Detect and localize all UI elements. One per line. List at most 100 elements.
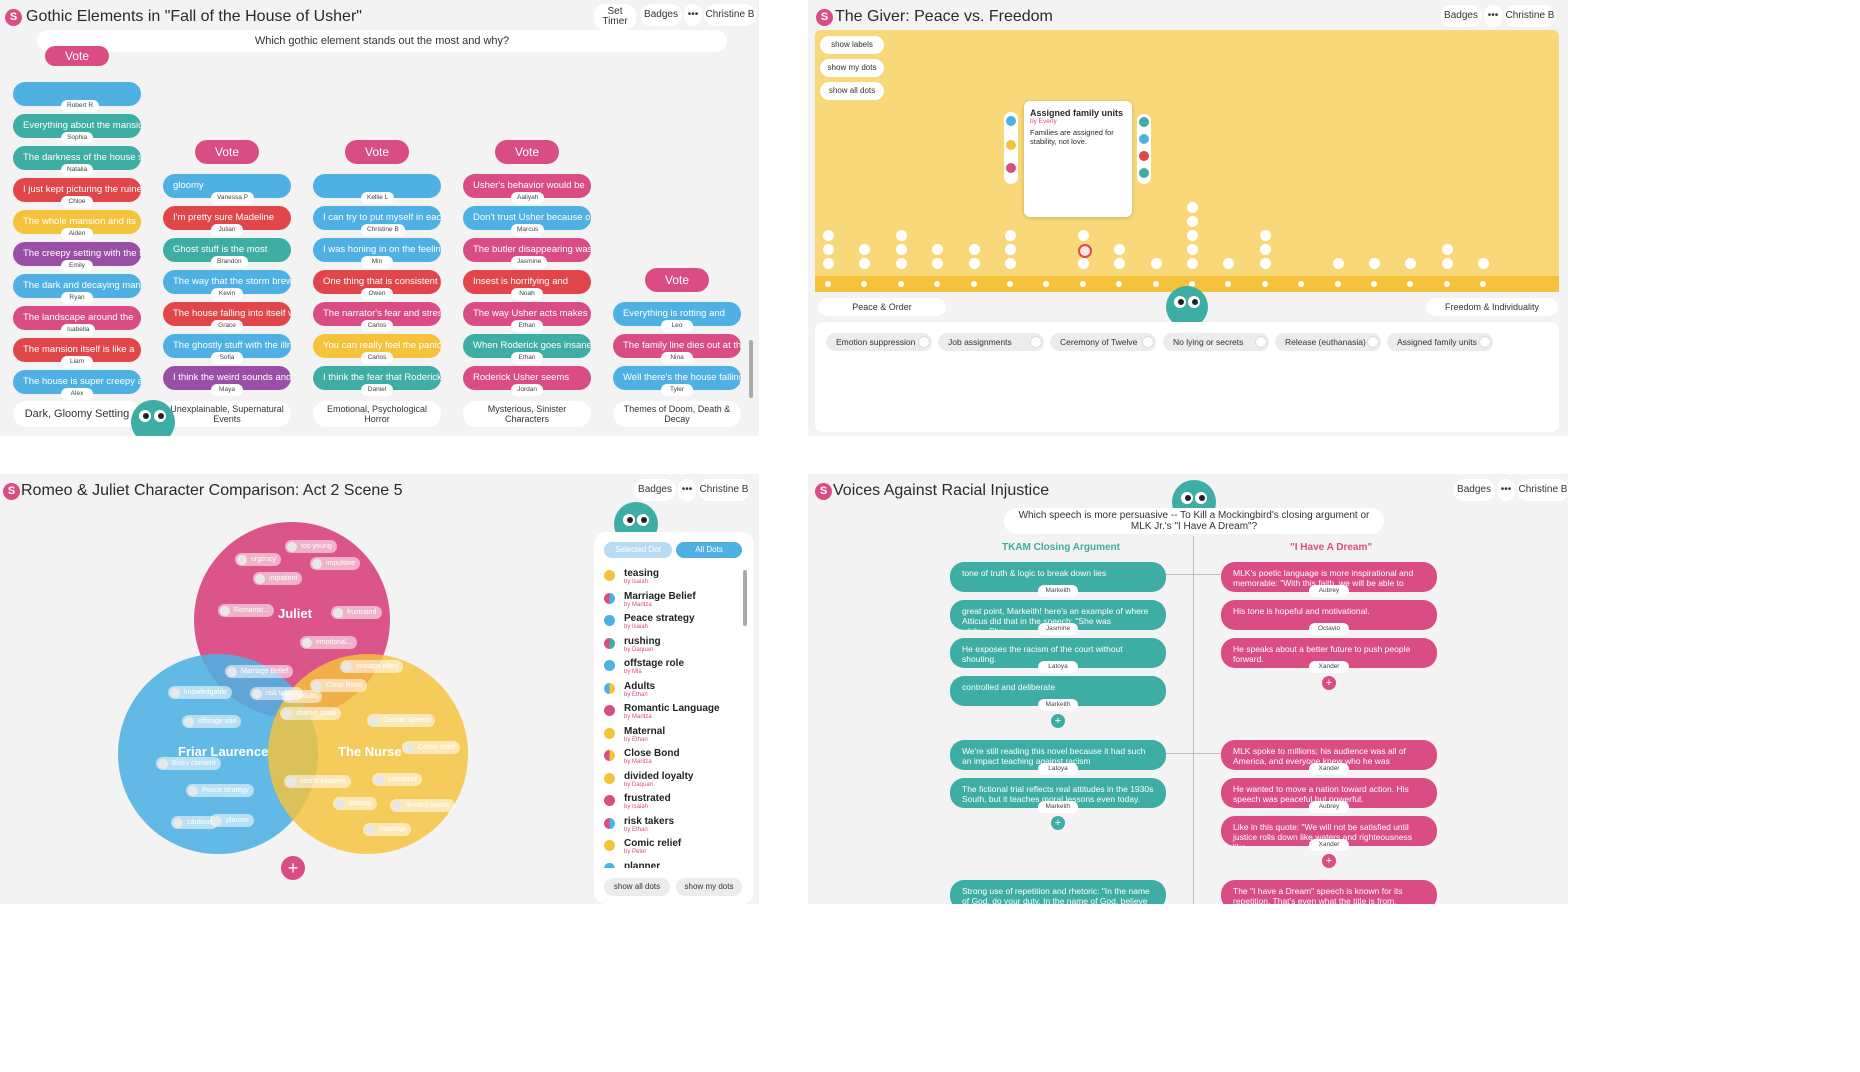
- response-dot[interactable]: [1187, 244, 1198, 255]
- dot-list-item[interactable]: Close Bond by Maritza: [604, 748, 680, 765]
- response-dot[interactable]: [1441, 258, 1453, 269]
- badges-button[interactable]: Badges: [1440, 5, 1482, 27]
- user-menu-button[interactable]: Christine B: [698, 479, 750, 501]
- response-dot[interactable]: [1005, 230, 1016, 241]
- venn-chip[interactable]: divided loyalty: [390, 799, 455, 812]
- tag-toggle-icon[interactable]: [1142, 336, 1154, 348]
- response-dot[interactable]: [823, 258, 834, 269]
- tag-toggle-icon[interactable]: [1255, 336, 1267, 348]
- response-dot[interactable]: [1441, 244, 1453, 255]
- venn-chip[interactable]: caretaker: [372, 773, 423, 786]
- venn-chip[interactable]: Close Bond: [310, 679, 368, 692]
- venn-chip[interactable]: Peace strategy: [186, 784, 254, 797]
- more-menu-icon[interactable]: •••: [1497, 479, 1515, 501]
- response-dot[interactable]: [859, 244, 871, 255]
- dot-list-item[interactable]: Comic relief by Peter: [604, 838, 681, 855]
- tag-toggle-icon[interactable]: [1479, 336, 1491, 348]
- show-my-dots-button[interactable]: show my dots: [676, 878, 742, 896]
- user-menu-button[interactable]: Christine B: [1504, 5, 1556, 27]
- dot-list-item[interactable]: Romantic Language by Maritza: [604, 703, 720, 720]
- axis-dot[interactable]: [861, 281, 868, 287]
- category-tag[interactable]: Release (euthanasia): [1275, 333, 1381, 351]
- venn-chip[interactable]: emotional...: [300, 636, 358, 649]
- response-dot[interactable]: [968, 258, 980, 269]
- vote-button[interactable]: Vote: [645, 268, 709, 292]
- response-dot[interactable]: [1114, 258, 1126, 269]
- venn-chip[interactable]: Casual Speech: [367, 714, 436, 727]
- axis-dot[interactable]: [934, 281, 941, 287]
- response-dot[interactable]: [1187, 230, 1198, 241]
- venn-chip[interactable]: Comic relief: [402, 741, 460, 754]
- response-card[interactable]: I was honing in on the feeling of: [313, 238, 441, 262]
- app-logo-icon[interactable]: S: [5, 9, 22, 26]
- venn-chip[interactable]: too young: [285, 540, 337, 553]
- response-dot[interactable]: [1405, 258, 1417, 269]
- badges-button[interactable]: Badges: [634, 479, 676, 501]
- axis-dot[interactable]: [1407, 281, 1414, 287]
- response-dot[interactable]: [1259, 244, 1271, 255]
- more-menu-icon[interactable]: •••: [1484, 5, 1502, 27]
- dot-list-item[interactable]: Marriage Belief by Maritza: [604, 591, 696, 608]
- show-all-dots-button[interactable]: show all dots: [604, 878, 670, 896]
- add-left-button[interactable]: +: [1051, 816, 1065, 830]
- idea-icon[interactable]: [1006, 140, 1016, 150]
- response-dot[interactable]: [1223, 258, 1235, 269]
- show-labels-button[interactable]: show labels: [820, 36, 884, 54]
- list-scrollbar[interactable]: [743, 570, 747, 626]
- venn-chip[interactable]: Maternal: [363, 823, 412, 836]
- axis-dot[interactable]: [897, 281, 904, 287]
- venn-chip[interactable]: risk takers: [250, 687, 303, 700]
- response-dot[interactable]: [932, 244, 944, 255]
- axis-dot[interactable]: [1152, 281, 1159, 287]
- speech-card[interactable]: The "I have a Dream" speech is known for…: [1221, 880, 1437, 904]
- axis-dot[interactable]: [1189, 281, 1195, 287]
- dot-list-item[interactable]: divided loyalty by Daquan: [604, 771, 693, 788]
- response-dot[interactable]: [1187, 202, 1198, 213]
- response-dot[interactable]: [1077, 244, 1092, 258]
- response-dot[interactable]: [823, 244, 834, 255]
- venn-chip[interactable]: Marriage Belief: [225, 665, 294, 678]
- response-card[interactable]: Everything is rotting and: [613, 302, 741, 326]
- mascot-icon[interactable]: [131, 400, 175, 436]
- column-header[interactable]: Emotional, Psychological Horror: [313, 401, 441, 427]
- app-logo-icon[interactable]: S: [3, 483, 20, 500]
- like-icon[interactable]: [1006, 116, 1016, 126]
- response-dot[interactable]: [1150, 258, 1162, 269]
- response-dot[interactable]: [1187, 258, 1198, 269]
- axis-dot[interactable]: [1079, 281, 1086, 287]
- venn-chip[interactable]: impulsive: [310, 557, 361, 570]
- response-dot[interactable]: [1332, 258, 1344, 269]
- add-button[interactable]: +: [281, 856, 305, 880]
- scrollbar[interactable]: [749, 340, 753, 398]
- dot-list-item[interactable]: rushing by Daquan: [604, 636, 661, 653]
- axis-dot[interactable]: [1298, 281, 1305, 287]
- axis-dot[interactable]: [1334, 281, 1341, 287]
- venn-chip[interactable]: planner: [210, 814, 255, 827]
- category-tag[interactable]: Emotion suppression: [826, 333, 932, 351]
- dot-list-item[interactable]: Adults by Ethan: [604, 681, 655, 698]
- show-all-dots-button[interactable]: show all dots: [820, 82, 884, 100]
- response-dot[interactable]: [1478, 258, 1490, 269]
- column-header[interactable]: Themes of Doom, Death & Decay: [613, 401, 741, 427]
- venn-chip[interactable]: teasing: [333, 797, 377, 810]
- vote-button[interactable]: Vote: [345, 140, 409, 164]
- friar-circle[interactable]: [118, 654, 318, 854]
- axis-dot[interactable]: [1043, 281, 1050, 287]
- vote-button[interactable]: Vote: [495, 140, 559, 164]
- tag-toggle-icon[interactable]: [918, 336, 930, 348]
- tag-toggle-icon[interactable]: [1030, 336, 1042, 348]
- response-dot[interactable]: [823, 230, 834, 241]
- venn-chip[interactable]: onstage roles: [340, 660, 404, 673]
- venn-chip[interactable]: urgency: [235, 553, 281, 566]
- tag-toggle-icon[interactable]: [1367, 336, 1379, 348]
- column-header[interactable]: Dark, Gloomy Setting: [13, 401, 141, 427]
- venn-chip[interactable]: cautious: [171, 816, 219, 829]
- more-menu-icon[interactable]: •••: [684, 4, 702, 26]
- vote-button[interactable]: Vote: [195, 140, 259, 164]
- venn-chip[interactable]: shared goals: [280, 707, 342, 720]
- category-tag[interactable]: No lying or secrets: [1163, 333, 1269, 351]
- axis-dot[interactable]: [825, 281, 831, 287]
- add-right-button[interactable]: +: [1322, 854, 1336, 868]
- speech-card[interactable]: Strong use of repetition and rhetoric: "…: [950, 880, 1166, 904]
- set-timer-button[interactable]: Set Timer: [594, 4, 636, 30]
